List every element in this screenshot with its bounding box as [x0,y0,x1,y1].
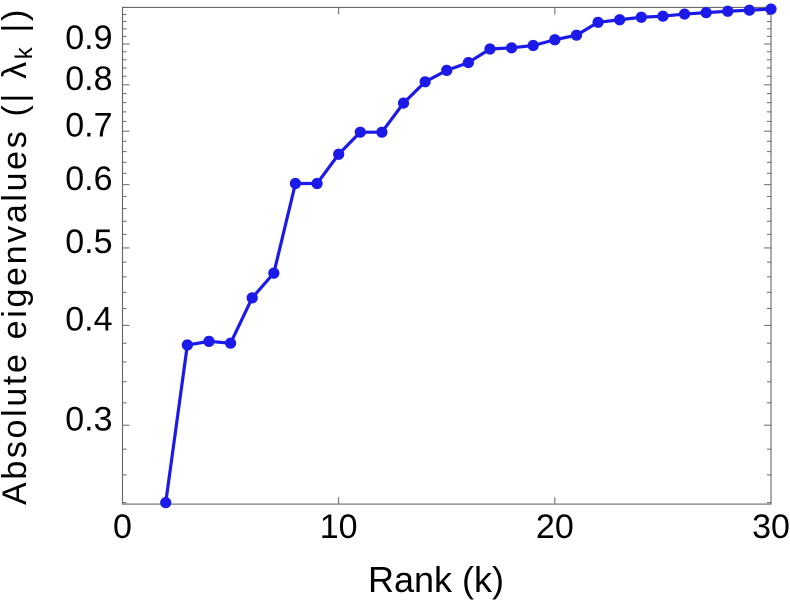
svg-text:Rank (k): Rank (k) [368,559,504,600]
svg-text:Absolute eigenvalues (| λk |): Absolute eigenvalues (| λk |) [0,7,38,505]
svg-text:0.4: 0.4 [65,301,112,339]
svg-text:0.8: 0.8 [65,60,112,98]
svg-text:0.5: 0.5 [65,223,112,261]
svg-text:0.7: 0.7 [65,106,112,144]
svg-text:30: 30 [752,508,790,546]
svg-text:20: 20 [536,508,574,546]
svg-text:0.9: 0.9 [65,19,112,57]
svg-text:0: 0 [113,508,132,546]
svg-text:0.6: 0.6 [65,160,112,198]
svg-text:10: 10 [320,508,358,546]
svg-text:0.3: 0.3 [65,401,112,439]
